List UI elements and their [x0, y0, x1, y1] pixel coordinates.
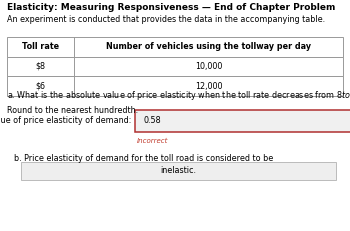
- Bar: [21, 162, 336, 180]
- Text: An experiment is conducted that provides the data in the accompanying table.: An experiment is conducted that provides…: [7, 15, 325, 24]
- Text: Incorrect: Incorrect: [136, 138, 168, 144]
- Text: 10,000: 10,000: [195, 62, 222, 71]
- Bar: [7, 76, 343, 96]
- Text: 12,000: 12,000: [195, 82, 222, 91]
- Text: $8: $8: [36, 62, 46, 71]
- Text: inelastic.: inelastic.: [161, 167, 196, 175]
- Text: a. What is the absolute value of price elasticity when the toll rate decreases f: a. What is the absolute value of price e…: [7, 89, 350, 102]
- Text: Absolute value of price elasticity of demand:: Absolute value of price elasticity of de…: [0, 116, 131, 125]
- Text: Toll rate: Toll rate: [22, 42, 59, 51]
- Text: b. Price elasticity of demand for the toll road is considered to be: b. Price elasticity of demand for the to…: [14, 154, 273, 163]
- Text: $6: $6: [36, 82, 46, 91]
- Bar: [7, 37, 343, 57]
- Text: Round to the nearest hundredth.: Round to the nearest hundredth.: [7, 106, 138, 115]
- Bar: [7, 57, 343, 76]
- Text: 0.58: 0.58: [144, 116, 161, 125]
- Text: Number of vehicles using the tollway per day: Number of vehicles using the tollway per…: [106, 42, 311, 51]
- Bar: [135, 110, 350, 132]
- Text: Elasticity: Measuring Responsiveness — End of Chapter Problem: Elasticity: Measuring Responsiveness — E…: [7, 3, 335, 12]
